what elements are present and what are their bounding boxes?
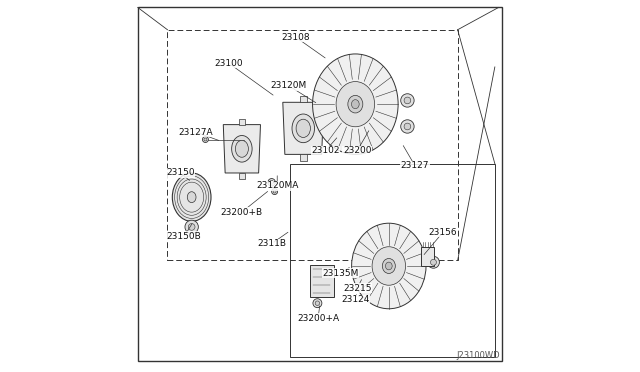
Text: 23150B: 23150B (167, 232, 202, 241)
Circle shape (401, 120, 414, 133)
Circle shape (270, 180, 273, 184)
Ellipse shape (385, 262, 392, 270)
Ellipse shape (336, 81, 374, 127)
Circle shape (401, 94, 414, 107)
Ellipse shape (382, 259, 396, 273)
Ellipse shape (348, 95, 363, 113)
Text: 23156: 23156 (428, 228, 457, 237)
Circle shape (204, 138, 207, 141)
Ellipse shape (372, 247, 406, 285)
Circle shape (313, 299, 322, 308)
Text: 23135M: 23135M (323, 269, 358, 278)
Polygon shape (283, 102, 324, 154)
Text: 23108: 23108 (282, 33, 310, 42)
Text: 23200+A: 23200+A (297, 314, 339, 323)
Ellipse shape (172, 173, 211, 221)
Text: 23102: 23102 (311, 146, 340, 155)
Text: 23200: 23200 (343, 146, 371, 155)
Bar (310, 265, 334, 297)
Text: 23100: 23100 (214, 59, 243, 68)
Circle shape (273, 190, 276, 193)
Polygon shape (223, 125, 260, 173)
Text: 23215: 23215 (343, 284, 371, 293)
Text: 23124: 23124 (341, 295, 369, 304)
Bar (168, 30, 458, 260)
Text: 23127A: 23127A (178, 128, 212, 137)
Bar (239, 119, 245, 125)
Ellipse shape (188, 192, 196, 203)
Ellipse shape (232, 135, 252, 162)
Bar (239, 173, 245, 179)
Circle shape (404, 123, 411, 130)
Bar (300, 154, 307, 161)
Bar (421, 247, 435, 266)
Text: 2311B: 2311B (257, 239, 286, 248)
Ellipse shape (236, 140, 248, 157)
Bar (300, 96, 307, 102)
Circle shape (188, 224, 195, 230)
Circle shape (431, 259, 436, 265)
Circle shape (404, 97, 411, 104)
Text: 23150: 23150 (166, 169, 195, 177)
Circle shape (202, 137, 209, 142)
Ellipse shape (351, 100, 359, 109)
Text: 23120M: 23120M (270, 81, 307, 90)
Circle shape (428, 256, 440, 268)
Ellipse shape (312, 54, 398, 154)
Text: J23100WD: J23100WD (457, 351, 500, 360)
Text: 23200+B: 23200+B (221, 208, 263, 217)
Ellipse shape (296, 119, 310, 137)
Circle shape (268, 179, 275, 186)
Bar (291, 164, 495, 357)
Text: 23127: 23127 (401, 161, 429, 170)
Ellipse shape (292, 114, 314, 142)
Circle shape (315, 301, 319, 305)
Ellipse shape (351, 223, 426, 309)
Text: 23120MA: 23120MA (256, 182, 298, 190)
Circle shape (271, 189, 278, 195)
Circle shape (185, 220, 198, 234)
